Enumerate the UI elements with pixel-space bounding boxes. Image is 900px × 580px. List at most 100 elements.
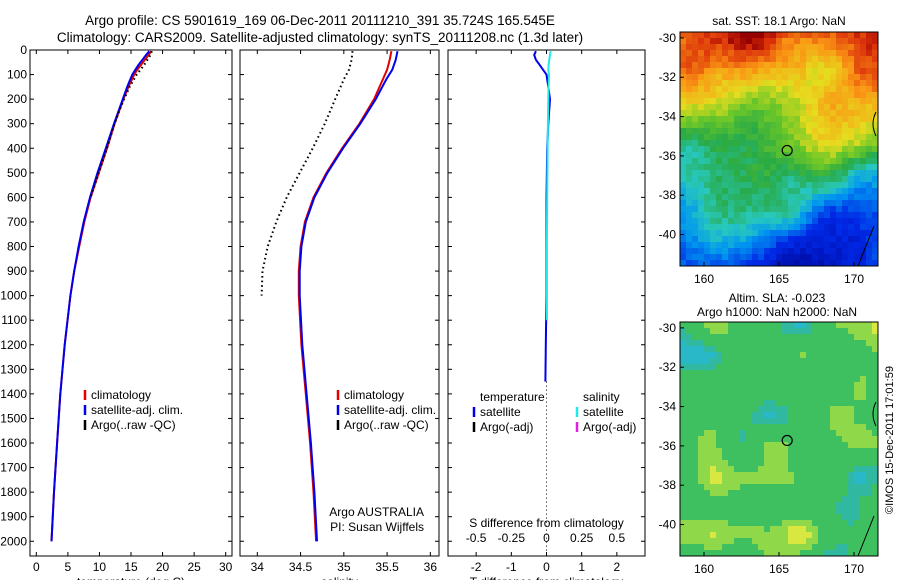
- map-cell: [692, 454, 698, 460]
- map-cell: [746, 526, 752, 532]
- map-cell: [752, 176, 758, 182]
- map-cell: [698, 236, 704, 242]
- map-cell: [812, 358, 818, 364]
- map-cell: [728, 322, 734, 328]
- map-cell: [764, 110, 770, 116]
- map-cell: [860, 550, 866, 556]
- map-cell: [788, 454, 794, 460]
- map-cell: [746, 472, 752, 478]
- map-cell: [848, 340, 854, 346]
- map-cell: [740, 322, 746, 328]
- map-cell: [872, 212, 878, 218]
- map-cell: [872, 242, 878, 248]
- map-cell: [788, 370, 794, 376]
- map-cell: [818, 370, 824, 376]
- map-cell: [692, 62, 698, 68]
- map-cell: [698, 550, 704, 556]
- map-cell: [782, 62, 788, 68]
- y-tick-label: 1700: [0, 461, 27, 475]
- map-cell: [794, 538, 800, 544]
- map-cell: [740, 260, 746, 266]
- map-cell: [788, 218, 794, 224]
- map-cell: [746, 200, 752, 206]
- map-cell: [752, 478, 758, 484]
- map-cell: [722, 224, 728, 230]
- map-cell: [746, 248, 752, 254]
- map-cell: [752, 544, 758, 550]
- map-cell: [770, 430, 776, 436]
- map-cell: [680, 418, 686, 424]
- map-cell: [860, 418, 866, 424]
- map-cell: [680, 158, 686, 164]
- map-cell: [734, 424, 740, 430]
- map-cell: [740, 152, 746, 158]
- map-cell: [818, 140, 824, 146]
- map-cell: [770, 230, 776, 236]
- map-cell: [836, 200, 842, 206]
- map-cell: [788, 514, 794, 520]
- map-cell: [770, 74, 776, 80]
- map-cell: [704, 248, 710, 254]
- map-cell: [710, 92, 716, 98]
- map-cell: [764, 364, 770, 370]
- map-cell: [752, 56, 758, 62]
- map-cell: [776, 32, 782, 38]
- map-cell: [836, 550, 842, 556]
- map-cell: [842, 50, 848, 56]
- map-cell: [752, 230, 758, 236]
- map-cell: [848, 44, 854, 50]
- map-cell: [686, 212, 692, 218]
- map-cell: [824, 532, 830, 538]
- map-cell: [764, 140, 770, 146]
- map-cell: [800, 134, 806, 140]
- map-cell: [758, 122, 764, 128]
- map-cell: [764, 254, 770, 260]
- map-cell: [710, 194, 716, 200]
- map-cell: [770, 550, 776, 556]
- x-tick-label: 34: [251, 560, 265, 574]
- map-cell: [686, 86, 692, 92]
- map-cell: [710, 550, 716, 556]
- map-cell: [716, 242, 722, 248]
- map-cell: [800, 472, 806, 478]
- map-cell: [794, 206, 800, 212]
- map-cell: [770, 490, 776, 496]
- map-cell: [794, 358, 800, 364]
- map-cell: [734, 544, 740, 550]
- map-cell: [776, 206, 782, 212]
- map-cell: [680, 472, 686, 478]
- map-cell: [716, 454, 722, 460]
- map-cell: [770, 388, 776, 394]
- map-cell: [818, 194, 824, 200]
- map-cell: [770, 514, 776, 520]
- map-cell: [734, 242, 740, 248]
- legend-label: climatology: [91, 388, 151, 402]
- map-cell: [710, 358, 716, 364]
- map-cell: [734, 508, 740, 514]
- map-cell: [692, 418, 698, 424]
- map-cell: [860, 116, 866, 122]
- x-tick-label: 165: [769, 272, 789, 286]
- map-cell: [710, 188, 716, 194]
- map-cell: [812, 418, 818, 424]
- map-cell: [698, 134, 704, 140]
- map-cell: [854, 254, 860, 260]
- map-cell: [776, 526, 782, 532]
- map-cell: [848, 122, 854, 128]
- map-cell: [824, 454, 830, 460]
- map-cell: [740, 544, 746, 550]
- map-cell: [860, 224, 866, 230]
- map-cell: [842, 242, 848, 248]
- map-cell: [752, 328, 758, 334]
- map-cell: [692, 152, 698, 158]
- map-cell: [812, 352, 818, 358]
- map-cell: [698, 442, 704, 448]
- map-cell: [872, 170, 878, 176]
- map-cell: [704, 430, 710, 436]
- map-cell: [734, 400, 740, 406]
- map-cell: [752, 406, 758, 412]
- map-cell: [830, 188, 836, 194]
- map-cell: [728, 538, 734, 544]
- map-cell: [818, 248, 824, 254]
- map-cell: [812, 50, 818, 56]
